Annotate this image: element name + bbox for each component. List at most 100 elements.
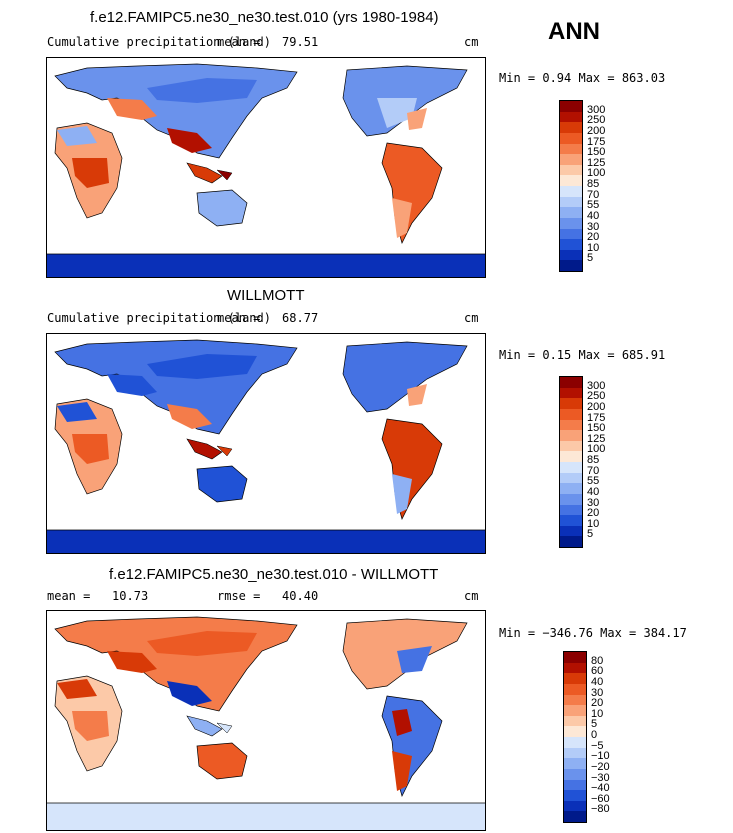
colorbar-box xyxy=(560,260,582,271)
colorbar-box xyxy=(560,536,582,547)
colorbar-tick-label: 125 xyxy=(587,156,606,169)
panel-3-rmse-value: 40.40 xyxy=(282,589,319,603)
colorbar-box xyxy=(564,673,586,684)
colorbar-box xyxy=(560,387,582,399)
colorbar-tick-label: 150 xyxy=(587,146,606,159)
colorbar-box xyxy=(564,790,586,801)
colorbar-tick-label: 40 xyxy=(587,485,600,498)
panel-2-colorbar xyxy=(559,376,583,548)
colorbar-tick-label: 250 xyxy=(587,114,606,127)
colorbar-box xyxy=(560,472,582,484)
panel-3-rmse: rmse = 40.40 xyxy=(217,589,318,603)
colorbar-tick-label: −80 xyxy=(591,803,610,816)
panel-1-variable-label: Cumulative precipitation (land) xyxy=(47,35,271,49)
colorbar-box xyxy=(560,462,582,473)
colorbar-box xyxy=(560,154,582,165)
colorbar-tick-label: 80 xyxy=(591,654,604,667)
colorbar-tick-label: 125 xyxy=(587,432,606,445)
colorbar-tick-label: 10 xyxy=(591,707,604,720)
colorbar-tick-label: 175 xyxy=(587,135,606,148)
colorbar-box xyxy=(560,451,582,462)
colorbar-tick-label: 30 xyxy=(591,686,604,699)
panel-3-mean-value: 10.73 xyxy=(112,589,149,603)
colorbar-tick-label: 20 xyxy=(591,697,604,710)
colorbar-tick-label: −10 xyxy=(591,750,610,763)
colorbar-tick-label: 30 xyxy=(587,496,600,509)
panel-3-mean: mean = 10.73 xyxy=(47,589,148,603)
colorbar-tick-label: 70 xyxy=(587,188,600,201)
panel-1-min-max: Min = 0.94 Max = 863.03 xyxy=(499,71,666,85)
colorbar-tick-label: 100 xyxy=(587,167,606,180)
colorbar-box xyxy=(564,705,586,716)
colorbar-box xyxy=(560,239,582,250)
panel-3-colorbar xyxy=(563,651,587,823)
colorbar-tick-label: 60 xyxy=(591,665,604,678)
colorbar-box xyxy=(560,101,582,112)
colorbar-tick-label: 70 xyxy=(587,464,600,477)
colorbar-box xyxy=(560,440,582,452)
colorbar-box xyxy=(564,758,586,769)
colorbar-box xyxy=(560,196,582,208)
panel-3-map xyxy=(46,610,486,831)
colorbar-box xyxy=(560,525,582,537)
panel-1-colorbar xyxy=(559,100,583,272)
colorbar-box xyxy=(560,493,582,505)
colorbar-box xyxy=(560,111,582,123)
colorbar-box xyxy=(564,726,586,737)
colorbar-box xyxy=(560,430,582,441)
colorbar-tick-label: 100 xyxy=(587,443,606,456)
panel-2-mean-label: mean = xyxy=(217,311,261,325)
colorbar-box xyxy=(564,715,586,727)
colorbar-box xyxy=(560,207,582,218)
colorbar-tick-label: −40 xyxy=(591,782,610,795)
colorbar-tick-label: 30 xyxy=(587,220,600,233)
panel-2-title: WILLMOTT xyxy=(227,287,305,304)
colorbar-box xyxy=(560,217,582,229)
colorbar-box xyxy=(560,122,582,133)
colorbar-box xyxy=(560,483,582,494)
colorbar-box xyxy=(560,132,582,144)
colorbar-box xyxy=(560,175,582,186)
colorbar-tick-label: 20 xyxy=(587,231,600,244)
colorbar-box xyxy=(564,662,586,674)
colorbar-box xyxy=(560,398,582,409)
colorbar-tick-label: 200 xyxy=(587,400,606,413)
panel-2-units: cm xyxy=(464,311,479,325)
panel-1-units: cm xyxy=(464,35,479,49)
panel-2-variable-label: Cumulative precipitation (land) xyxy=(47,311,271,325)
colorbar-box xyxy=(560,408,582,420)
colorbar-tick-label: 150 xyxy=(587,422,606,435)
colorbar-tick-label: 250 xyxy=(587,390,606,403)
colorbar-tick-label: 300 xyxy=(587,103,606,116)
panel-1-map xyxy=(46,57,486,278)
season-label: ANN xyxy=(548,18,600,45)
colorbar-box xyxy=(560,515,582,526)
colorbar-box xyxy=(560,143,582,155)
colorbar-box xyxy=(560,377,582,388)
panel-1-mean-value: 79.51 xyxy=(282,35,319,49)
colorbar-tick-label: 40 xyxy=(587,209,600,222)
colorbar-box xyxy=(564,737,586,748)
colorbar-box xyxy=(560,249,582,261)
colorbar-tick-label: −5 xyxy=(591,739,604,752)
colorbar-tick-label: 10 xyxy=(587,241,600,254)
panel-3-mean-label: mean = xyxy=(47,589,91,603)
colorbar-box xyxy=(564,800,586,812)
colorbar-tick-label: −30 xyxy=(591,771,610,784)
colorbar-tick-label: 20 xyxy=(587,507,600,520)
colorbar-tick-label: 175 xyxy=(587,411,606,424)
colorbar-tick-label: 5 xyxy=(587,528,594,541)
colorbar-tick-label: 55 xyxy=(587,199,600,212)
panel-2-map xyxy=(46,333,486,554)
colorbar-box xyxy=(564,768,586,780)
panel-3-units: cm xyxy=(464,589,479,603)
colorbar-box xyxy=(564,694,586,706)
colorbar-tick-label: 85 xyxy=(587,178,600,190)
colorbar-tick-label: 300 xyxy=(587,379,606,392)
colorbar-tick-label: 10 xyxy=(587,517,600,530)
colorbar-box xyxy=(560,228,582,240)
colorbar-box xyxy=(560,504,582,516)
colorbar-tick-label: 200 xyxy=(587,124,606,137)
colorbar-box xyxy=(564,779,586,791)
colorbar-box xyxy=(564,683,586,695)
